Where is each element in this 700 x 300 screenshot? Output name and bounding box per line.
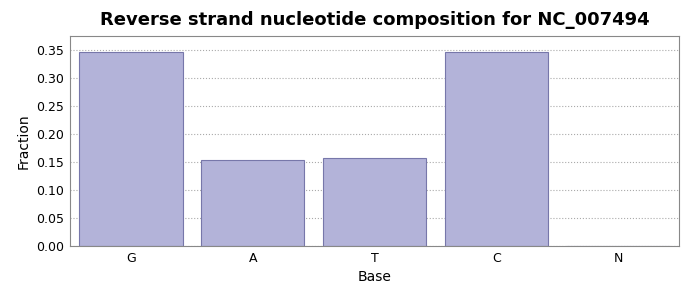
Title: Reverse strand nucleotide composition for NC_007494: Reverse strand nucleotide composition fo… <box>99 11 650 29</box>
Bar <box>201 160 304 246</box>
Y-axis label: Fraction: Fraction <box>17 113 31 169</box>
Bar <box>444 52 548 246</box>
Bar <box>79 52 183 246</box>
X-axis label: Base: Base <box>358 270 391 284</box>
Bar <box>323 158 426 246</box>
